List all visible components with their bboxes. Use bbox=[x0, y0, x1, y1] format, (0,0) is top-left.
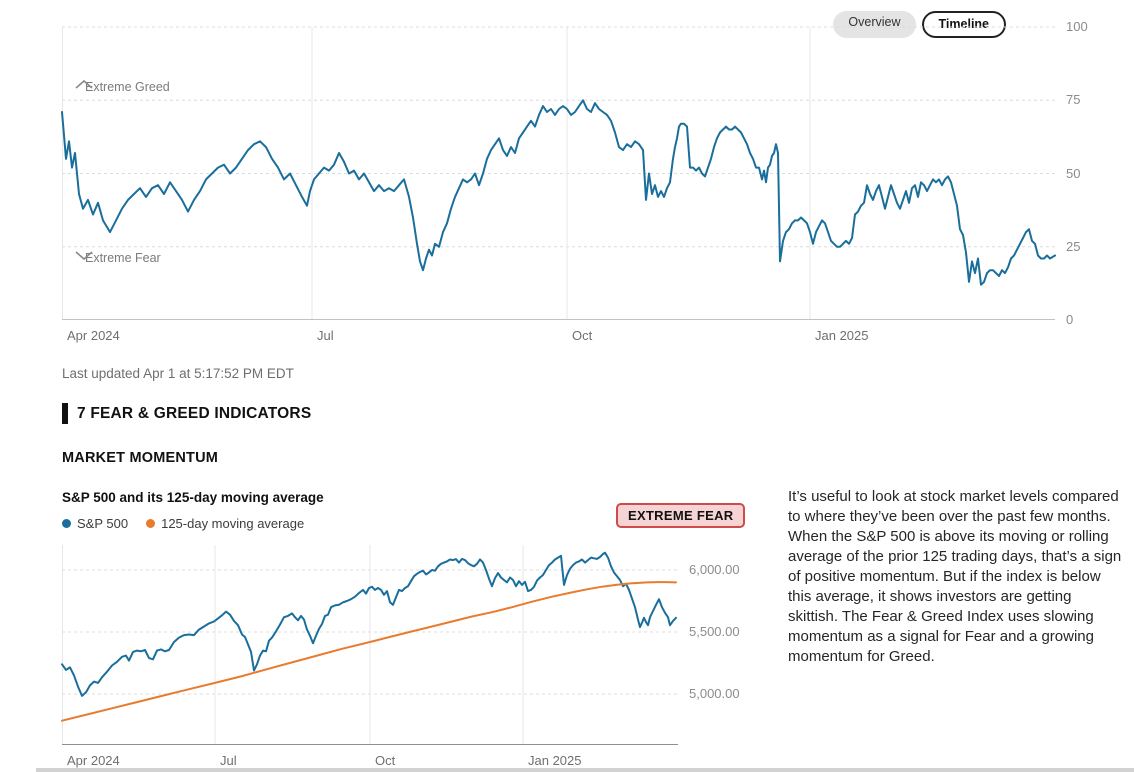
extreme-fear-label: Extreme Fear bbox=[85, 251, 161, 265]
moving-average-legend-label: 125-day moving average bbox=[161, 516, 305, 531]
x-axis-tick-label: Jan 2025 bbox=[815, 328, 869, 343]
extreme-fear-status-badge: EXTREME FEAR bbox=[616, 503, 746, 528]
y-axis-tick-label: 50 bbox=[1066, 165, 1081, 181]
legend-item-sp500: S&P 500 bbox=[62, 516, 128, 531]
chart-legend: S&P 500 125-day moving average bbox=[62, 516, 304, 531]
indicators-header-title: 7 FEAR & GREED INDICATORS bbox=[77, 404, 312, 422]
y-axis-tick-label: 5,000.00 bbox=[689, 686, 740, 702]
header-accent-bar bbox=[62, 403, 68, 424]
y-axis-tick-label: 25 bbox=[1066, 238, 1081, 254]
fear-greed-timeline-chart[interactable]: Overview Timeline Extreme Greed Extreme … bbox=[61, 11, 1088, 343]
bottom-divider bbox=[36, 768, 1134, 772]
sp500-chart-subtitle: S&P 500 and its 125-day moving average bbox=[62, 490, 324, 505]
y-axis-tick-label: 0 bbox=[1066, 312, 1074, 328]
x-axis-tick-label: Apr 2024 bbox=[67, 328, 120, 343]
overview-toggle-button[interactable]: Overview bbox=[833, 11, 916, 38]
indicator-description-text: It’s useful to look at stock market leve… bbox=[788, 488, 1122, 665]
market-momentum-title: MARKET MOMENTUM bbox=[62, 450, 219, 466]
indicators-section-header: 7 FEAR & GREED INDICATORS bbox=[62, 403, 311, 424]
y-axis-tick-label: 75 bbox=[1066, 92, 1081, 108]
sp500-legend-label: S&P 500 bbox=[77, 516, 129, 531]
extreme-fear-zone-label: Extreme Fear bbox=[75, 251, 161, 265]
sp500-momentum-chart[interactable]: 5,000.00 5,500.00 6,000.00 Apr 2024 Jul Oct Ja… bbox=[61, 545, 740, 768]
x-axis-tick-label: Jul bbox=[220, 753, 237, 768]
legend-item-moving-average: 125-day moving average bbox=[146, 516, 304, 531]
x-axis-tick-label: Oct bbox=[375, 753, 396, 768]
sp500-legend-dot-icon bbox=[62, 519, 71, 528]
x-axis-tick-label: Oct bbox=[572, 328, 593, 343]
moving-average-legend-dot-icon bbox=[146, 519, 156, 528]
y-axis-tick-label: 5,500.00 bbox=[689, 624, 740, 640]
extreme-greed-zone-label: Extreme Greed bbox=[75, 79, 170, 94]
extreme-greed-label: Extreme Greed bbox=[85, 80, 170, 94]
x-axis-tick-label: Apr 2024 bbox=[67, 753, 120, 768]
x-axis-tick-label: Jul bbox=[317, 328, 334, 343]
y-axis-tick-label: 6,000.00 bbox=[689, 562, 740, 578]
last-updated-text: Last updated Apr 1 at 5:17:52 PM EDT bbox=[62, 366, 294, 381]
y-axis-tick-label: 100 bbox=[1066, 19, 1088, 35]
x-axis-tick-label: Jan 2025 bbox=[528, 753, 582, 768]
